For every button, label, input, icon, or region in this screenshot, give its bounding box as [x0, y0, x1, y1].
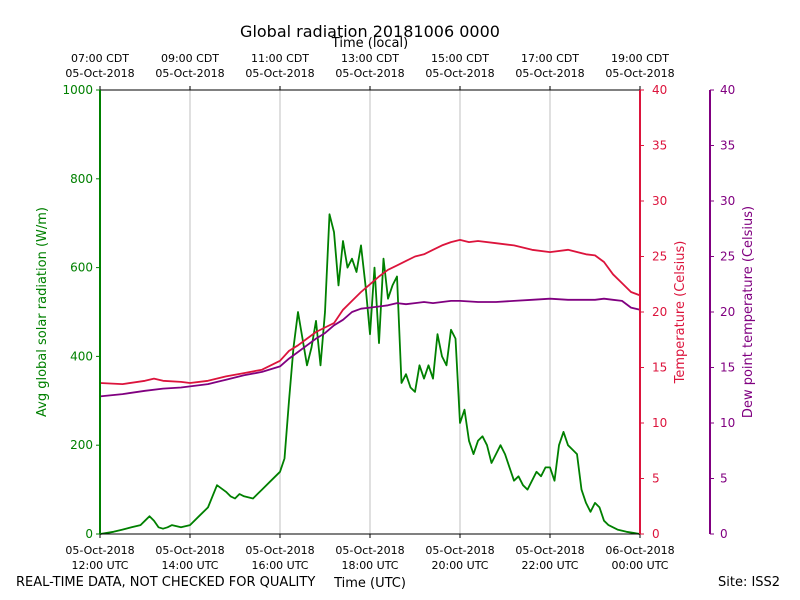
radiation-tick-label-2: 400 [70, 349, 93, 363]
top-tick-time-0: 07:00 CDT [71, 52, 129, 65]
top-tick-date-5: 05-Oct-2018 [515, 67, 584, 80]
temperature-tick-label-4: 20 [652, 305, 667, 319]
bottom-tick-time-0: 12:00 UTC [71, 559, 128, 572]
top-tick-time-3: 13:00 CDT [341, 52, 399, 65]
bottom-tick-time-5: 22:00 UTC [521, 559, 578, 572]
dewpoint-tick-label-7: 35 [720, 139, 735, 153]
radiation-tick-label-4: 800 [70, 172, 93, 186]
dewpoint-tick-label-8: 40 [720, 83, 735, 97]
top-tick-time-1: 09:00 CDT [161, 52, 219, 65]
dewpoint-axis-label: Dew point temperature (Celsius) [741, 206, 756, 418]
radiation-tick-label-1: 200 [70, 438, 93, 452]
top-tick-date-1: 05-Oct-2018 [155, 67, 224, 80]
series-line-temperature [99, 238, 641, 386]
bottom-tick-time-6: 00:00 UTC [611, 559, 668, 572]
tick-labels: 05-Oct-2018 12:00 UTC 05-Oct-2018 14:00 UTC… [62, 52, 735, 572]
bottom-tick-date-4: 05-Oct-2018 [425, 544, 494, 557]
series-lines [99, 213, 641, 535]
temperature-tick-label-3: 15 [652, 361, 667, 375]
left-axis-label: Avg global solar radiation (W/m) [35, 207, 50, 417]
top-tick-time-6: 19:00 CDT [611, 52, 669, 65]
series-line-dewpoint [99, 297, 641, 398]
axes [96, 86, 714, 538]
dewpoint-tick-label-5: 25 [720, 250, 735, 264]
bottom-tick-time-1: 14:00 UTC [161, 559, 218, 572]
top-tick-date-0: 05-Oct-2018 [65, 67, 134, 80]
bottom-tick-date-6: 06-Oct-2018 [605, 544, 674, 557]
top-axis-label: Time (local) [331, 36, 408, 51]
dewpoint-tick-label-0: 0 [720, 527, 728, 541]
bottom-axis-label: Time (UTC) [333, 576, 406, 591]
bottom-tick-time-4: 20:00 UTC [431, 559, 488, 572]
temperature-tick-label-7: 35 [652, 139, 667, 153]
bottom-tick-date-0: 05-Oct-2018 [65, 544, 134, 557]
data-quality-disclaimer: REAL-TIME DATA, NOT CHECKED FOR QUALITY [16, 575, 316, 590]
bottom-tick-time-3: 18:00 UTC [341, 559, 398, 572]
temperature-tick-label-0: 0 [652, 527, 660, 541]
radiation-tick-label-0: 0 [85, 527, 93, 541]
dewpoint-tick-label-3: 15 [720, 361, 735, 375]
grid-lines [189, 90, 551, 534]
bottom-tick-date-1: 05-Oct-2018 [155, 544, 224, 557]
series-line-radiation [99, 213, 641, 535]
top-tick-time-2: 11:00 CDT [251, 52, 309, 65]
temperature-tick-label-6: 30 [652, 194, 667, 208]
bottom-tick-time-2: 16:00 UTC [251, 559, 308, 572]
bottom-tick-date-3: 05-Oct-2018 [335, 544, 404, 557]
dewpoint-tick-label-6: 30 [720, 194, 735, 208]
top-tick-date-3: 05-Oct-2018 [335, 67, 404, 80]
top-tick-time-5: 17:00 CDT [521, 52, 579, 65]
top-tick-date-4: 05-Oct-2018 [425, 67, 494, 80]
temperature-tick-label-8: 40 [652, 83, 667, 97]
site-label: Site: ISS2 [718, 575, 781, 590]
temperature-tick-label-5: 25 [652, 250, 667, 264]
radiation-tick-label-3: 600 [70, 261, 93, 275]
temperature-axis-label: Temperature (Celsius) [673, 241, 688, 385]
temperature-tick-label-1: 5 [652, 472, 660, 486]
chart-title: Global radiation 20181006 0000 [240, 22, 500, 41]
top-tick-date-6: 05-Oct-2018 [605, 67, 674, 80]
top-tick-date-2: 05-Oct-2018 [245, 67, 314, 80]
dewpoint-tick-label-1: 5 [720, 472, 728, 486]
temperature-tick-label-2: 10 [652, 416, 667, 430]
radiation-tick-label-5: 1000 [62, 83, 93, 97]
dewpoint-tick-label-4: 20 [720, 305, 735, 319]
bottom-tick-date-5: 05-Oct-2018 [515, 544, 584, 557]
dewpoint-tick-label-2: 10 [720, 416, 735, 430]
bottom-tick-date-2: 05-Oct-2018 [245, 544, 314, 557]
top-tick-time-4: 15:00 CDT [431, 52, 489, 65]
